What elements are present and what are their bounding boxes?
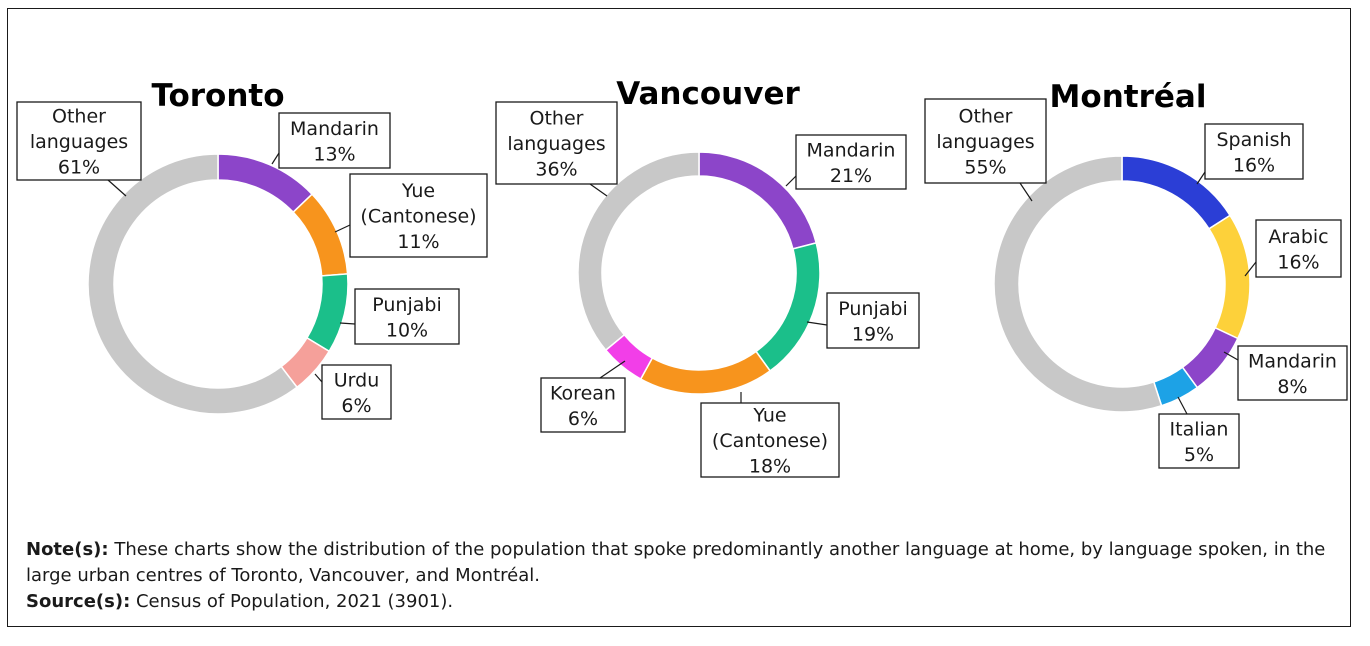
toronto-label-punjabi: Punjabi 10% — [339, 288, 460, 345]
toronto-label-punjabi-text: Punjabi 10% — [372, 294, 441, 342]
toronto-label-punjabi-box — [354, 288, 460, 345]
toronto-label-other-languages-box — [16, 101, 142, 181]
toronto-slice-yue-cantonese — [292, 193, 349, 277]
toronto-label-urdu: Urdu 6% — [314, 364, 392, 420]
montreal-label-spanish-box — [1204, 123, 1304, 180]
toronto-label-other-languages-text: Other languages 61% — [30, 106, 128, 179]
figure-frame — [7, 8, 1351, 627]
montreal-label-other-languages: Other languages 55% — [924, 98, 1047, 202]
vancouver-label-mandarin: Mandarin 21% — [785, 134, 907, 190]
montreal-label-italian-box — [1158, 413, 1240, 469]
toronto-label-yue-cantonese-box — [349, 173, 488, 258]
vancouver-label-mandarin-box — [795, 134, 907, 190]
montreal-title: Montréal — [1050, 79, 1207, 115]
toronto-label-yue-cantonese-text: Yue (Cantonese) 11% — [360, 180, 476, 253]
vancouver-label-punjabi-text: Punjabi 19% — [838, 298, 907, 346]
toronto-label-urdu-leader — [314, 373, 323, 383]
montreal-label-spanish-text: Spanish 16% — [1216, 129, 1291, 177]
vancouver-label-other-languages-box — [495, 101, 618, 185]
vancouver-label-mandarin-text: Mandarin 21% — [807, 139, 896, 187]
montreal-label-mandarin: Mandarin 8% — [1223, 345, 1348, 401]
toronto-label-urdu-box — [321, 364, 392, 420]
toronto-label-punjabi-leader — [339, 322, 356, 325]
toronto-label-yue-cantonese-leader — [334, 224, 351, 233]
vancouver-label-yue-cantonese-text: Yue (Cantonese) 18% — [712, 405, 828, 478]
source-line: Source(s): Census of Population, 2021 (3… — [26, 589, 1326, 615]
note-label: Note(s): — [26, 539, 109, 560]
montreal-label-other-languages-leader — [1019, 182, 1033, 202]
montreal-label-arabic-text: Arabic 16% — [1268, 226, 1328, 274]
montreal-slice-other-languages — [993, 155, 1163, 413]
vancouver-label-punjabi-leader — [806, 321, 828, 326]
vancouver-label-other-languages-text: Other languages 36% — [507, 108, 605, 181]
montreal-label-other-languages-text: Other languages 55% — [936, 106, 1034, 179]
montreal-label-other-languages-box — [924, 98, 1047, 184]
vancouver-label-other-languages: Other languages 36% — [495, 101, 618, 197]
source-label: Source(s): — [26, 591, 131, 612]
vancouver-label-mandarin-leader — [785, 175, 797, 187]
note-text: These charts show the distribution of th… — [26, 539, 1326, 586]
toronto-slice-other-languages — [87, 153, 299, 415]
toronto-label-other-languages: Other languages 61% — [16, 101, 142, 197]
montreal-label-mandarin-leader — [1223, 351, 1239, 361]
toronto-label-yue-cantonese: Yue (Cantonese) 11% — [334, 173, 488, 258]
toronto-label-other-languages-leader — [107, 179, 127, 197]
toronto-slice-punjabi — [305, 273, 349, 353]
vancouver-title: Vancouver — [616, 76, 800, 112]
montreal-label-arabic-leader — [1244, 261, 1257, 277]
toronto-label-mandarin-leader — [271, 152, 280, 165]
montreal-label-mandarin-text: Mandarin 8% — [1248, 350, 1337, 398]
toronto-title: Toronto — [151, 78, 284, 114]
montreal-slice-arabic — [1207, 214, 1251, 340]
vancouver-slice-other-languages — [577, 151, 700, 352]
vancouver-label-korean-text: Korean 6% — [550, 382, 616, 430]
montreal-label-italian-text: Italian 5% — [1170, 418, 1229, 466]
montreal-label-arabic: Arabic 16% — [1244, 219, 1342, 278]
toronto-label-mandarin: Mandarin 13% — [271, 112, 391, 169]
toronto-label-mandarin-text: Mandarin 13% — [290, 118, 379, 166]
note-line: Note(s): These charts show the distribut… — [26, 537, 1326, 589]
vancouver-label-other-languages-leader — [589, 183, 608, 197]
montreal-label-arabic-box — [1255, 219, 1342, 278]
toronto-label-urdu-text: Urdu 6% — [334, 369, 380, 417]
montreal-label-italian-leader — [1177, 396, 1188, 415]
notes-section: Note(s): These charts show the distribut… — [26, 537, 1326, 615]
montreal-label-italian: Italian 5% — [1158, 396, 1240, 469]
vancouver-label-punjabi-box — [826, 292, 920, 349]
vancouver-label-punjabi: Punjabi 19% — [806, 292, 920, 349]
vancouver-slice-punjabi — [754, 241, 821, 372]
montreal-label-spanish: Spanish 16% — [1196, 123, 1304, 185]
toronto-label-mandarin-box — [278, 112, 391, 169]
vancouver-label-yue-cantonese: Yue (Cantonese) 18% — [700, 392, 840, 478]
montreal-label-mandarin-box — [1237, 345, 1348, 401]
montreal-label-spanish-leader — [1196, 171, 1206, 185]
source-text: Census of Population, 2021 (3901). — [130, 591, 454, 612]
vancouver-label-yue-cantonese-box — [700, 402, 840, 478]
vancouver-slice-yue-cantonese — [639, 350, 772, 395]
vancouver-label-korean: Korean 6% — [540, 360, 626, 433]
vancouver-label-korean-leader — [599, 360, 626, 379]
vancouver-label-korean-box — [540, 377, 626, 433]
